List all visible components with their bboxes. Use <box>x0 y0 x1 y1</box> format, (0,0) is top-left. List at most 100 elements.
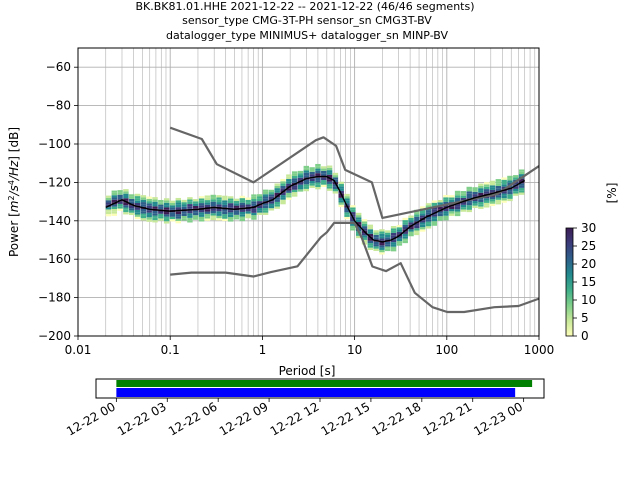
psd-cell <box>303 181 310 185</box>
psd-cell <box>344 216 350 220</box>
psd-cell <box>466 193 472 197</box>
y-tick-label: −80 <box>46 99 71 113</box>
psd-cell <box>315 163 321 167</box>
psd-cell <box>274 206 280 209</box>
psd-cell <box>454 195 461 198</box>
psd-cell <box>187 206 193 209</box>
psd-cell <box>134 202 141 206</box>
x-tick-label: 10 <box>347 343 362 357</box>
psd-cell <box>373 232 379 235</box>
psd-cell <box>163 198 170 201</box>
low-noise-model-line <box>170 221 539 314</box>
psd-cell <box>472 205 478 208</box>
psd-cell <box>105 200 112 203</box>
psd-cell <box>449 199 455 203</box>
psd-cell <box>105 214 112 217</box>
psd-cell <box>280 178 286 182</box>
psd-cell <box>408 229 414 232</box>
x-tick-label: 1000 <box>524 343 555 357</box>
psd-cell <box>513 181 519 185</box>
psd-cell <box>501 186 507 189</box>
psd-cell <box>396 231 403 235</box>
psd-cell <box>449 213 455 216</box>
title-line-2: sensor_type CMG-3T-PH sensor_sn CMG3T-BV <box>182 14 432 27</box>
psd-cell <box>483 200 490 203</box>
psd-cell <box>222 218 228 222</box>
psd-cell <box>210 197 216 200</box>
psd-cell <box>518 190 525 193</box>
psd-cell <box>443 208 449 212</box>
psd-cell <box>257 205 263 209</box>
psd-cell <box>419 227 426 230</box>
psd-cell <box>390 228 397 231</box>
y-tick-label: −60 <box>46 60 71 74</box>
psd-cell <box>419 215 426 218</box>
psd-cell <box>274 201 280 205</box>
psd-cell <box>169 219 176 222</box>
psd-cell <box>239 216 246 219</box>
psd-cell <box>204 204 211 207</box>
psd-cell <box>326 181 333 184</box>
psd-cell <box>204 218 211 221</box>
timeline-tick-label: 12-22 15 <box>319 399 373 438</box>
psd-cell <box>332 191 339 194</box>
psd-cell <box>338 204 344 208</box>
psd-cell <box>344 214 350 217</box>
timeline-tick-label: 12-23 00 <box>471 399 525 438</box>
x-tick-label: 0.1 <box>161 343 180 357</box>
psd-cell <box>187 199 193 202</box>
psd-cell <box>233 217 240 220</box>
psd-cell <box>466 196 472 199</box>
psd-cell <box>146 217 152 220</box>
psd-cell <box>443 213 449 216</box>
psd-cell <box>344 203 350 206</box>
psd-cell <box>134 212 141 215</box>
psd-cell <box>111 199 117 203</box>
psd-cell <box>187 213 193 216</box>
psd-cell <box>355 219 362 223</box>
psd-cell <box>222 198 228 201</box>
psd-cell <box>344 210 350 213</box>
psd-cell <box>385 230 391 233</box>
psd-cell <box>303 179 310 182</box>
psd-cell <box>175 216 182 219</box>
psd-cell <box>129 201 135 204</box>
psd-cell <box>169 205 176 208</box>
psd-cell <box>466 191 472 194</box>
psd-cell <box>152 206 158 209</box>
y-tick-label: −180 <box>38 291 71 305</box>
psd-cell <box>152 213 158 216</box>
psd-cell <box>309 183 315 186</box>
psd-cell <box>280 185 286 189</box>
psd-cell <box>367 226 374 230</box>
psd-cell <box>274 197 280 200</box>
psd-cell <box>257 201 263 204</box>
psd-cell <box>355 217 362 220</box>
psd-cell <box>431 216 438 219</box>
psd-cell <box>483 202 490 206</box>
psd-cell <box>518 174 525 177</box>
psd-cell <box>111 195 117 198</box>
psd-cell <box>129 196 135 199</box>
psd-cell <box>123 212 129 215</box>
psd-cell <box>134 207 141 210</box>
psd-cell <box>227 200 234 204</box>
psd-cell <box>117 192 123 195</box>
psd-cell <box>245 209 251 212</box>
psd-cell <box>297 175 304 178</box>
psd-cell <box>431 202 438 206</box>
psd-cell <box>454 190 461 194</box>
psd-cell <box>332 186 339 189</box>
psd-cell <box>472 201 478 204</box>
psd-cell <box>373 234 379 238</box>
psd-cell <box>460 193 467 196</box>
psd-cell <box>431 209 438 212</box>
psd-cell <box>286 188 292 191</box>
psd-cell <box>245 197 251 200</box>
psd-cell <box>518 169 525 172</box>
psd-cell <box>460 202 467 205</box>
psd-cell <box>227 198 234 201</box>
psd-cell <box>187 217 193 221</box>
psd-cell <box>181 211 187 214</box>
